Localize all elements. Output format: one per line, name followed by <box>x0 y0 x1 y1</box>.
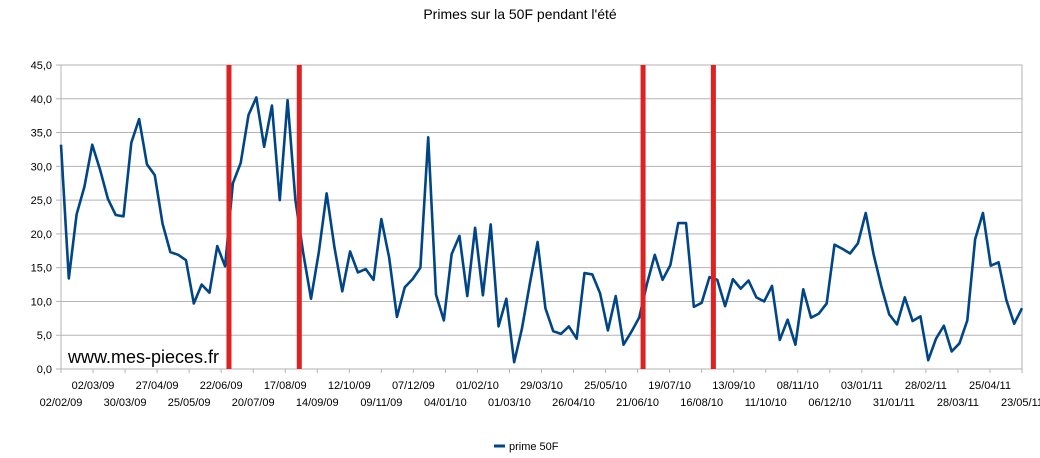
x-axis: 02/02/09 02/03/09 30/03/09 27/04/09 25/05/09… <box>40 369 1040 409</box>
x-tick-label: 14/09/09 <box>296 397 339 409</box>
y-tick-label: 30,0 <box>31 161 52 173</box>
legend: prime 50F <box>494 441 559 453</box>
watermark: www.mes-pieces.fr <box>67 347 219 367</box>
x-tick-label: 26/04/10 <box>552 397 595 409</box>
series-layer <box>59 96 1024 364</box>
x-tick-label: 06/12/10 <box>808 397 851 409</box>
legend-label: prime 50F <box>509 441 559 453</box>
y-tick-label: 15,0 <box>31 263 52 275</box>
x-tick-label: 08/11/10 <box>777 380 819 392</box>
y-tick-label: 0,0 <box>37 364 52 376</box>
plot-frame <box>60 64 1023 370</box>
x-tick-label: 01/03/10 <box>488 397 531 409</box>
x-tick-label: 25/05/10 <box>584 380 627 392</box>
x-tick-label: 12/10/09 <box>328 380 371 392</box>
x-tick-label: 25/05/09 <box>168 397 211 409</box>
x-tick-label: 28/03/11 <box>937 397 979 409</box>
x-tick-label: 21/06/10 <box>616 397 659 409</box>
x-tick-label: 30/03/09 <box>104 397 147 409</box>
y-tick-label: 10,0 <box>31 296 52 308</box>
grid <box>60 64 1023 370</box>
y-tick-label: 20,0 <box>31 229 52 241</box>
y-tick-label: 35,0 <box>31 128 52 140</box>
summer-markers <box>226 65 716 369</box>
x-tick-label: 09/11/09 <box>360 397 402 409</box>
x-tick-label: 23/05/11 <box>1001 397 1040 409</box>
x-tick-label: 11/10/10 <box>745 397 787 409</box>
x-tick-label: 01/02/10 <box>456 380 499 392</box>
x-tick-label: 17/08/09 <box>264 380 307 392</box>
x-tick-label: 22/06/09 <box>200 380 243 392</box>
x-tick-label: 16/08/10 <box>680 397 723 409</box>
y-tick-label: 40,0 <box>31 94 52 106</box>
x-tick-label: 27/04/09 <box>136 380 179 392</box>
y-tick-label: 45,0 <box>31 60 52 72</box>
x-tick-label: 28/02/11 <box>905 380 947 392</box>
y-axis: 0,0 5,0 10,0 15,0 20,0 25,0 30,0 35,0 40,0 45,0 <box>31 60 61 376</box>
x-tick-label: 31/01/11 <box>873 397 915 409</box>
x-tick-label: 25/04/11 <box>969 380 1011 392</box>
x-tick-label: 03/01/11 <box>841 380 883 392</box>
x-tick-label: 02/02/09 <box>40 397 83 409</box>
x-tick-label: 20/07/09 <box>232 397 275 409</box>
x-tick-label: 04/01/10 <box>424 397 467 409</box>
x-tick-label: 07/12/09 <box>392 380 435 392</box>
series-line-prime-50f <box>59 96 1024 364</box>
x-tick-label: 19/07/10 <box>648 380 691 392</box>
x-tick-label: 02/03/09 <box>72 380 115 392</box>
x-tick-label: 29/03/10 <box>520 380 563 392</box>
y-tick-label: 5,0 <box>37 330 52 342</box>
chart-title: Primes sur la 50F pendant l'été <box>423 6 617 22</box>
x-tick-label: 13/09/10 <box>712 380 755 392</box>
y-tick-label: 25,0 <box>31 195 52 207</box>
